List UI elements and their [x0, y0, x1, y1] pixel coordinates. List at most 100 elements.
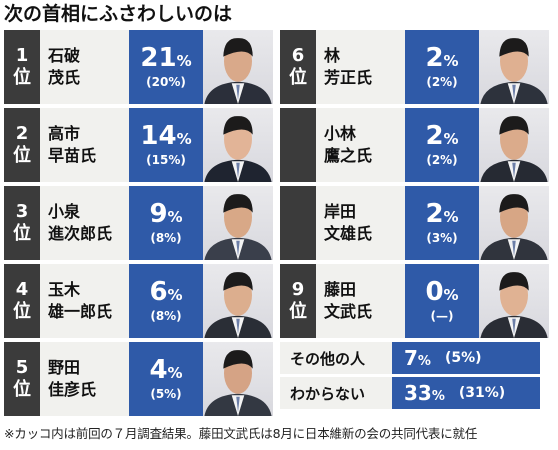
- name-line-1: 高市: [48, 124, 81, 143]
- percentage-cell: 21% (20%): [129, 30, 203, 104]
- candidate-name: 岸田 文雄氏: [316, 186, 405, 260]
- rank-suffix: 位: [13, 379, 31, 400]
- name-line-2: 鷹之氏: [324, 146, 373, 165]
- portrait-photo: [204, 116, 272, 182]
- candidate-photo: [203, 264, 273, 338]
- portrait-photo: [480, 194, 548, 260]
- name-line-1: 小林: [324, 124, 357, 143]
- rank-label: [280, 108, 316, 182]
- name-line-2: 茂氏: [48, 68, 81, 87]
- rank-suffix: 位: [13, 223, 31, 244]
- percentage-cell: 0% (—): [405, 264, 479, 338]
- current-percent: 2%: [425, 121, 459, 151]
- other-answer-row: その他の人 7% (5%): [280, 342, 540, 374]
- candidate-name: 藤田 文武氏: [316, 264, 405, 338]
- percentage-cell: 2% (2%): [405, 30, 479, 104]
- current-percent: 9%: [149, 199, 183, 229]
- rank-suffix: 位: [13, 67, 31, 88]
- left-candidate-row: 1 位石破 茂氏 21% (20%): [4, 30, 273, 104]
- name-line-2: 早苗氏: [48, 146, 97, 165]
- current-percent: 2%: [425, 199, 459, 229]
- candidate-photo: [479, 30, 549, 104]
- left-candidate-row: 2 位高市 早苗氏 14% (15%): [4, 108, 273, 182]
- candidate-photo: [479, 186, 549, 260]
- current-percent: 7%: [404, 346, 431, 370]
- portrait-photo: [204, 38, 272, 104]
- percentage-cell: 2% (2%): [405, 108, 479, 182]
- right-candidate-row: 9 位藤田 文武氏 0% (—): [280, 264, 549, 338]
- current-percent: 21%: [140, 43, 192, 73]
- candidate-photo: [203, 342, 273, 416]
- candidate-photo: [203, 186, 273, 260]
- rank-number: 6: [291, 45, 305, 66]
- rank-suffix: 位: [13, 145, 31, 166]
- name-line-1: 野田: [48, 358, 81, 377]
- percentage-cell: 2% (3%): [405, 186, 479, 260]
- other-answer-value: 7% (5%): [392, 342, 540, 374]
- portrait-photo: [204, 350, 272, 416]
- candidate-name: 小泉 進次郎氏: [40, 186, 129, 260]
- previous-percent: (3%): [426, 231, 458, 245]
- previous-percent: (5%): [444, 350, 482, 366]
- percentage-cell: 14% (15%): [129, 108, 203, 182]
- left-candidate-row: 4 位玉木 雄一郎氏 6% (8%): [4, 264, 273, 338]
- previous-percent: (15%): [146, 153, 186, 167]
- name-line-2: 文雄氏: [324, 224, 373, 243]
- previous-percent: (8%): [150, 231, 182, 245]
- right-candidate-row: 小林鷹之氏 2% (2%): [280, 108, 549, 182]
- other-answer-label: その他の人: [280, 342, 392, 374]
- name-line-1: 林: [324, 46, 341, 65]
- rank-number: 3: [15, 201, 29, 222]
- name-line-1: 岸田: [324, 202, 357, 221]
- current-percent: 4%: [149, 355, 183, 385]
- candidate-name: 高市 早苗氏: [40, 108, 129, 182]
- current-percent: 33%: [404, 381, 445, 405]
- name-line-1: 藤田: [324, 280, 357, 299]
- right-candidate-row: 6 位林芳正氏 2% (2%): [280, 30, 549, 104]
- other-answer-row: わからない 33% (31%): [280, 377, 540, 409]
- other-answer-label: わからない: [280, 377, 392, 409]
- candidate-photo: [203, 108, 273, 182]
- rank-number: 4: [15, 279, 29, 300]
- right-candidate-row: 岸田文雄氏 2% (3%): [280, 186, 549, 260]
- name-line-1: 小泉: [48, 202, 81, 221]
- previous-percent: (5%): [150, 387, 182, 401]
- portrait-photo: [480, 272, 548, 338]
- candidate-name: 石破 茂氏: [40, 30, 129, 104]
- candidate-name: 林芳正氏: [316, 30, 405, 104]
- rank-number: 9: [291, 279, 305, 300]
- percentage-cell: 9% (8%): [129, 186, 203, 260]
- name-line-2: 文武氏: [324, 302, 373, 321]
- current-percent: 6%: [149, 277, 183, 307]
- candidate-name: 玉木 雄一郎氏: [40, 264, 129, 338]
- portrait-photo: [204, 272, 272, 338]
- name-line-1: 玉木: [48, 280, 81, 299]
- rank-suffix: 位: [289, 67, 307, 88]
- percentage-cell: 4% (5%): [129, 342, 203, 416]
- candidate-name: 野田 佳彦氏: [40, 342, 129, 416]
- name-line-1: 石破: [48, 46, 81, 65]
- portrait-photo: [480, 116, 548, 182]
- rank-number: 1: [15, 45, 29, 66]
- name-line-2: 芳正氏: [324, 68, 373, 87]
- previous-percent: (2%): [426, 75, 458, 89]
- rank-number: 5: [15, 357, 29, 378]
- name-line-2: 佳彦氏: [48, 380, 97, 399]
- rank-suffix: 位: [289, 301, 307, 322]
- current-percent: 2%: [425, 43, 459, 73]
- rank-suffix: 位: [13, 301, 31, 322]
- portrait-photo: [204, 194, 272, 260]
- candidate-photo: [203, 30, 273, 104]
- previous-percent: (2%): [426, 153, 458, 167]
- other-answer-value: 33% (31%): [392, 377, 540, 409]
- name-line-2: 雄一郎氏: [48, 302, 113, 321]
- current-percent: 0%: [425, 277, 459, 307]
- rank-label: [280, 186, 316, 260]
- candidate-photo: [479, 108, 549, 182]
